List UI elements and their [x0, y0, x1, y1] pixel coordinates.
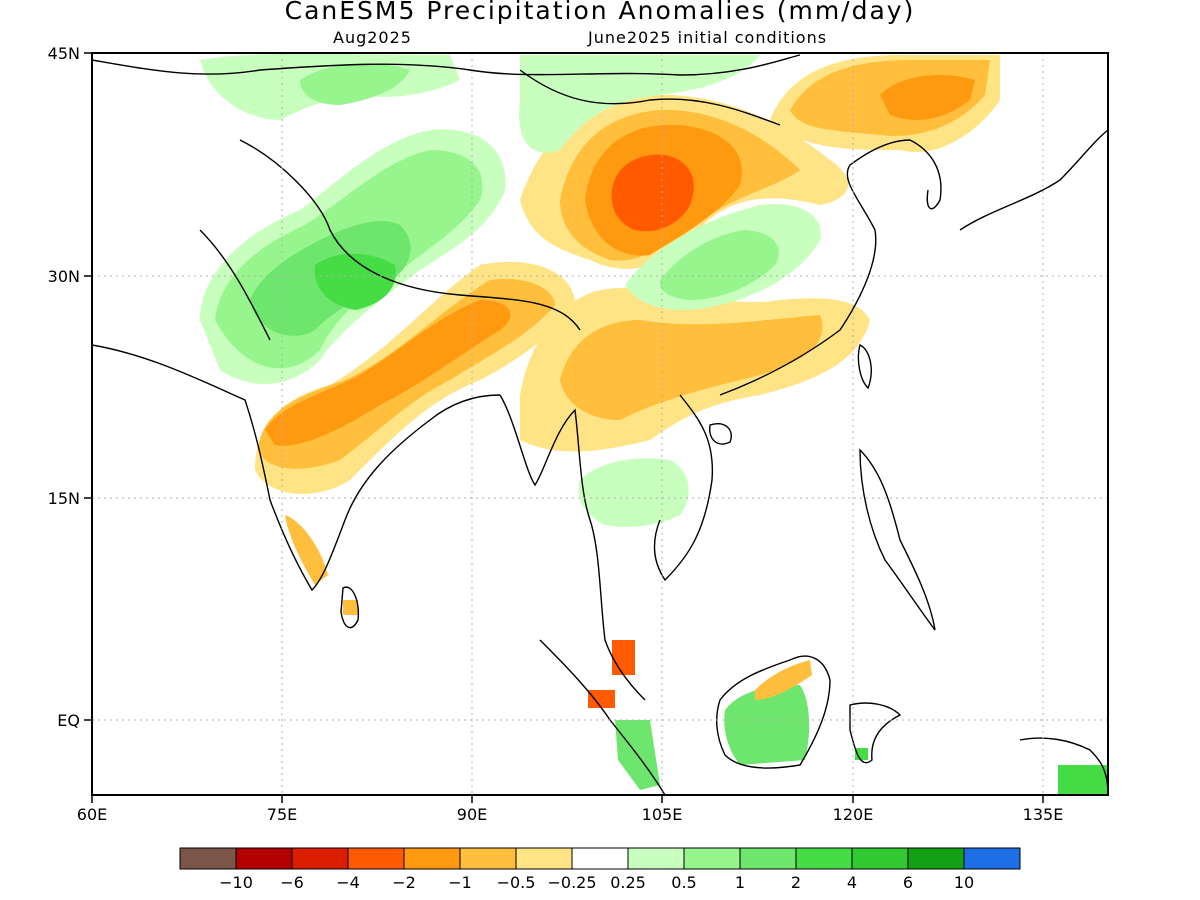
colorbar-label: 10 — [954, 873, 974, 892]
russia-border — [92, 54, 801, 76]
colorbar-swatch — [683, 847, 741, 870]
india-north-border — [199, 229, 271, 341]
sri-lanka-coast — [340, 586, 359, 629]
colorbar-label: −2 — [392, 873, 416, 892]
colorbar-swatch — [459, 847, 517, 870]
mongolia-border — [519, 69, 781, 126]
borneo-coast — [716, 655, 831, 769]
ne-china-dry-inner — [880, 75, 975, 120]
philippines-coast — [859, 448, 936, 631]
colorbar-swatch — [403, 847, 461, 870]
n-central-asia-wet — [519, 55, 760, 153]
lon-label-90e: 90E — [457, 805, 487, 824]
lon-label-105e: 105E — [642, 805, 683, 824]
colorbar-label: −1 — [448, 873, 472, 892]
s-india-dry-strip — [285, 515, 328, 585]
colorbar-swatch — [179, 847, 237, 870]
india-coastline — [92, 344, 501, 592]
nepal-wet-core — [314, 253, 396, 310]
new-guinea-wet-cell — [1058, 765, 1108, 795]
colorbar-label: −10 — [219, 873, 253, 892]
colorbar-label: −4 — [336, 873, 360, 892]
indo-gangetic-dry-inner — [265, 300, 511, 446]
grid-lines — [92, 53, 1108, 795]
lat-label-15n: 15N — [48, 489, 80, 508]
colorbar-swatch — [515, 847, 573, 870]
lon-label-120e: 120E — [833, 805, 874, 824]
thailand-wet-region — [578, 458, 689, 527]
lon-label-60e: 60E — [77, 805, 107, 824]
colorbar-swatch — [627, 847, 685, 870]
japan-coast — [959, 129, 1108, 231]
colorbar-swatch — [907, 847, 965, 870]
forecast-month: Aug2025 — [333, 28, 412, 47]
malaysia-dry-cell — [612, 640, 635, 675]
colorbar: −10 −6 −4 −2 −1 −0.5 −0.25 0.25 0.5 1 2 4 6 10 — [179, 847, 1021, 892]
colorbar-label: 2 — [791, 873, 801, 892]
central-china-wet-inner — [659, 230, 779, 300]
borneo-dry-strip — [755, 660, 812, 700]
lat-label-eq: EQ — [57, 711, 80, 730]
colorbar-label: 0.5 — [671, 873, 696, 892]
colorbar-swatch — [739, 847, 797, 870]
colorbar-swatch — [347, 847, 405, 870]
colorbar-swatch — [291, 847, 349, 870]
colorbar-label: 4 — [847, 873, 857, 892]
colorbar-label: −6 — [280, 873, 304, 892]
borneo-wet-region — [724, 685, 810, 765]
colorbar-swatch — [795, 847, 853, 870]
initial-conditions: June2025 initial conditions — [588, 28, 828, 47]
central-asia-wet-mid — [300, 63, 410, 105]
colorbar-label: 1 — [735, 873, 745, 892]
plot-frame — [91, 52, 1109, 796]
anomaly-field — [200, 53, 1108, 795]
indochina-coast — [653, 394, 714, 582]
colorbar-swatch — [235, 847, 293, 870]
lon-ticks — [91, 795, 1044, 803]
lat-label-45n: 45N — [48, 44, 80, 63]
colorbar-label: 0.25 — [610, 873, 646, 892]
sumatra-dry-cell — [588, 690, 615, 708]
korea-coast — [909, 139, 942, 210]
colorbar-label: −0.25 — [547, 873, 596, 892]
lat-ticks — [84, 52, 92, 721]
sulawesi-coast — [849, 702, 902, 764]
new-guinea-coast — [1019, 737, 1108, 795]
s-china-dry-mid — [560, 315, 823, 420]
taiwan-coast — [857, 343, 872, 390]
china-coastline — [719, 139, 911, 396]
colorbar-label: −0.5 — [497, 873, 536, 892]
colorbar-label: 6 — [903, 873, 913, 892]
colorbar-swatch — [963, 847, 1021, 870]
n-china-dry-core — [611, 154, 694, 232]
lat-label-30n: 30N — [48, 267, 80, 286]
colorbar-swatch — [851, 847, 909, 870]
coastlines — [92, 54, 1108, 795]
se-asia-coastline — [499, 394, 646, 701]
sri-lanka-dry-cell — [343, 600, 358, 615]
lon-label-75e: 75E — [267, 805, 297, 824]
colorbar-swatch — [571, 847, 629, 870]
map-title: CanESM5 Precipitation Anomalies (mm/day) — [284, 0, 916, 25]
lon-label-135e: 135E — [1023, 805, 1064, 824]
hainan-coast — [709, 423, 732, 445]
